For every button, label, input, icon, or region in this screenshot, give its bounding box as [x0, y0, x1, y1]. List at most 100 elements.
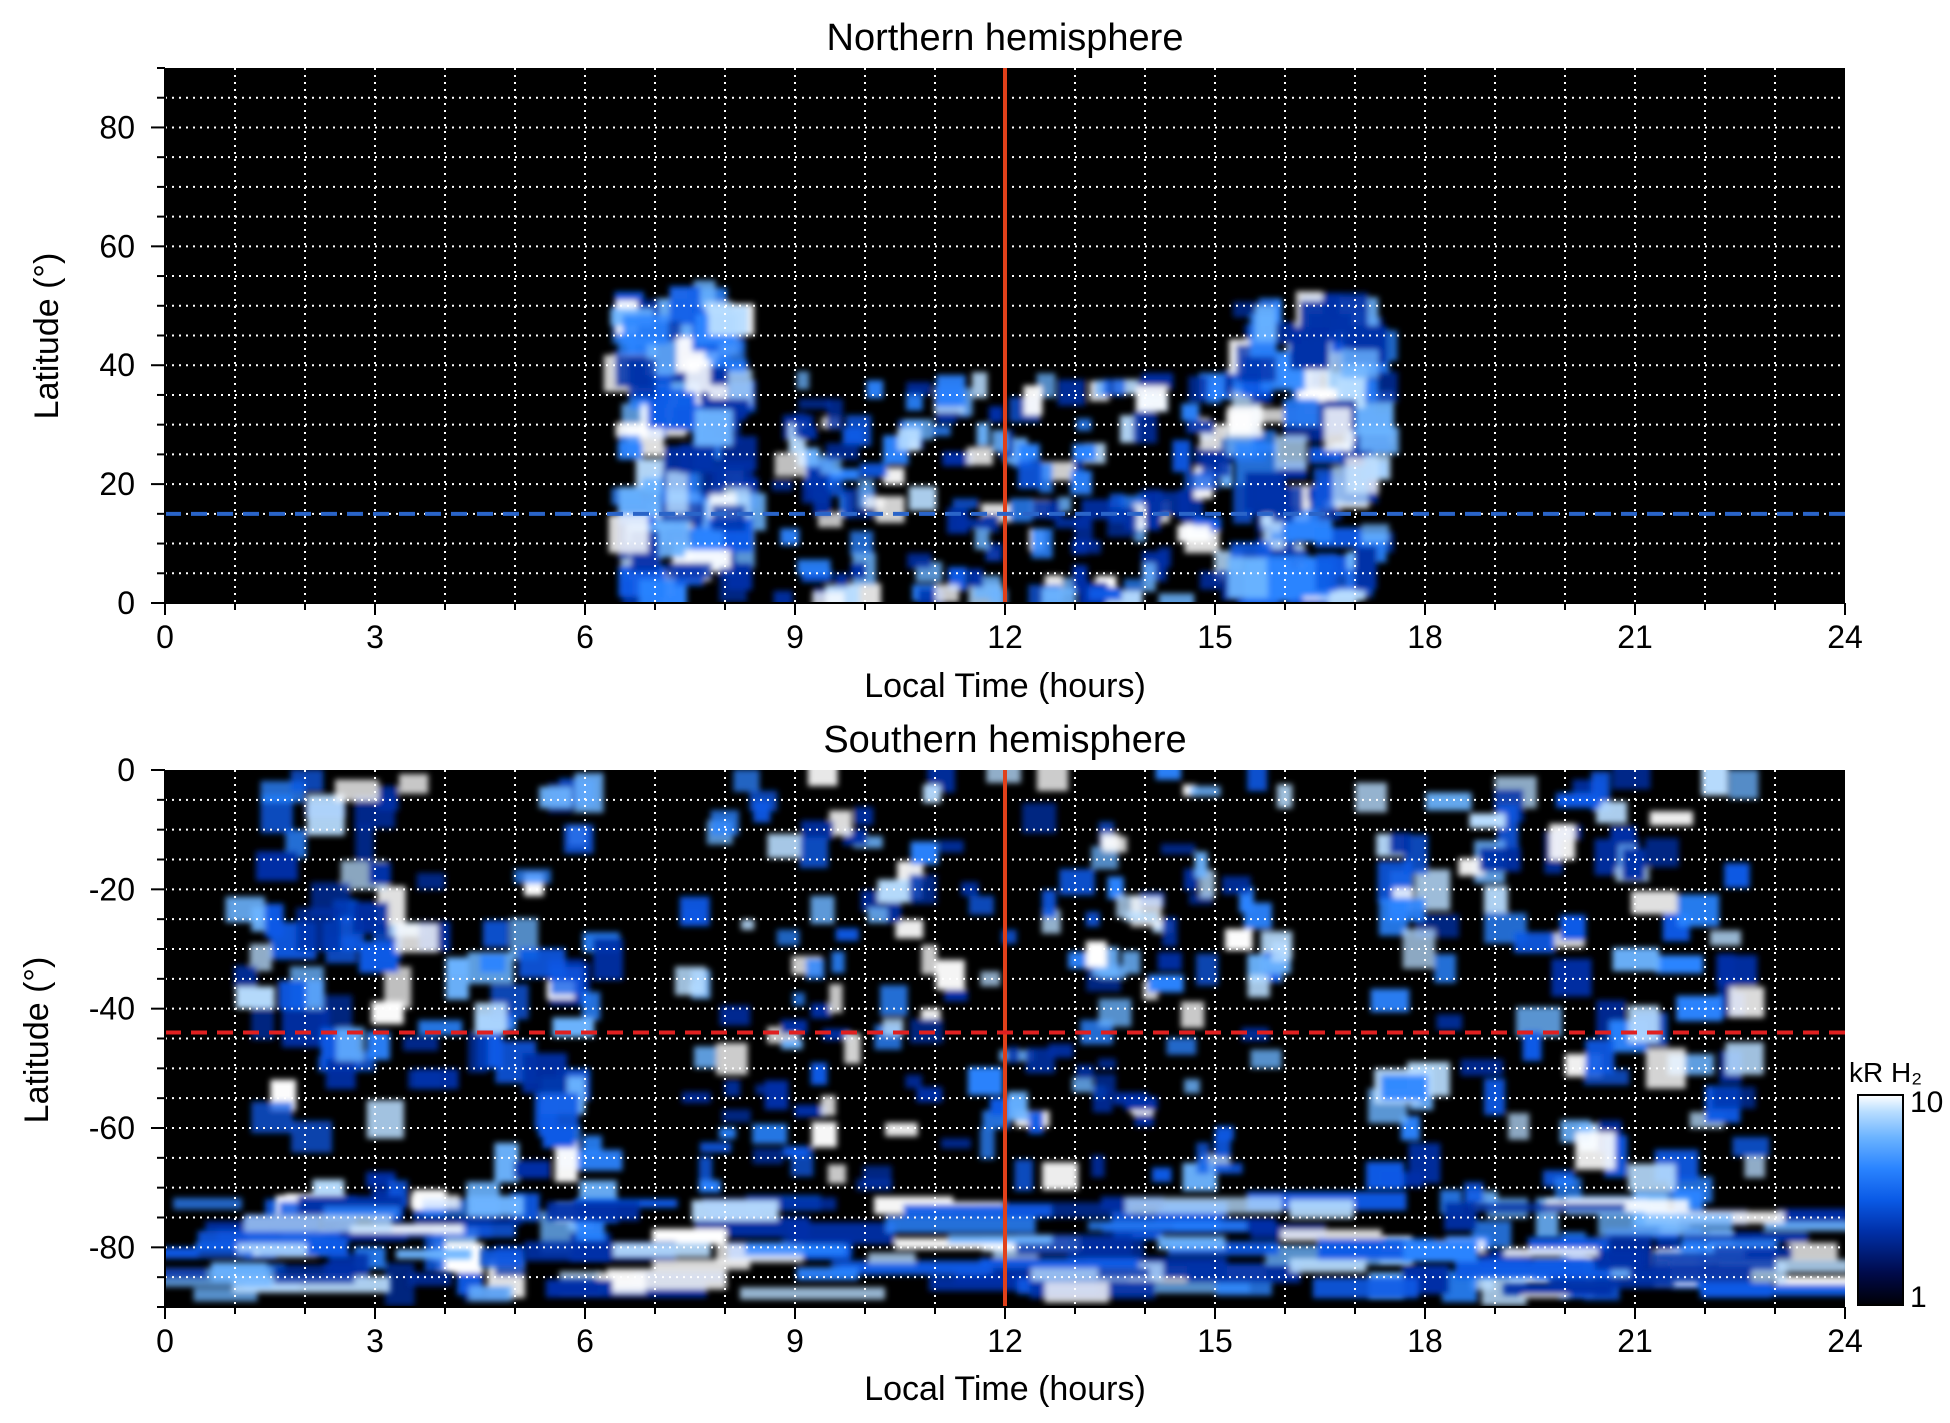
emission-cell: [1054, 517, 1090, 529]
emission-cell: [1177, 525, 1211, 542]
emission-cell: [1595, 1249, 1646, 1270]
emission-cell: [894, 1238, 1015, 1250]
emission-cell: [355, 824, 374, 862]
emission-cell: [1247, 770, 1268, 792]
emission-cell: [796, 371, 810, 390]
emission-cell: [980, 971, 1001, 987]
emission-cell: [1247, 974, 1270, 998]
emission-cell: [1684, 1232, 1805, 1243]
emission-cell: [652, 1228, 727, 1245]
emission-cell: [834, 573, 849, 587]
emission-cell: [468, 1031, 488, 1073]
emission-cell: [1226, 411, 1252, 434]
emission-cell: [371, 1001, 404, 1025]
emission-cell: [1255, 305, 1276, 341]
emission-cell: [1147, 974, 1184, 993]
emission-cell: [249, 943, 272, 971]
emission-cell: [771, 479, 793, 492]
emission-cell: [1098, 1267, 1150, 1279]
emission-cell: [932, 425, 951, 436]
emission-cell: [1017, 460, 1043, 489]
emission-cell: [1728, 770, 1759, 799]
emission-cell: [1271, 941, 1290, 962]
emission-cell: [842, 428, 864, 445]
emission-cell: [1366, 1161, 1405, 1190]
emission-cell: [290, 770, 324, 792]
emission-cell: [1276, 784, 1293, 809]
emission-cell: [1285, 520, 1333, 543]
emission-cell: [802, 480, 829, 504]
emission-cell: [1072, 565, 1088, 594]
emission-cell: [335, 779, 379, 802]
emission-cell: [1124, 911, 1158, 922]
emission-cell: [608, 514, 649, 553]
emission-cell: [1007, 1091, 1028, 1121]
emission-cell: [1354, 546, 1377, 590]
emission-cell: [1022, 803, 1057, 834]
emission-cell: [799, 837, 829, 868]
emission-cell: [244, 1214, 393, 1232]
north-x-axis-label: Local Time (hours): [864, 667, 1146, 705]
x-tick-label: 12: [987, 1323, 1023, 1359]
emission-cell: [1225, 928, 1253, 951]
emission-cell: [903, 1204, 1052, 1218]
emission-cell: [1403, 1240, 1478, 1262]
emission-cell: [675, 966, 706, 996]
emission-cell: [367, 1031, 390, 1060]
emission-cell: [666, 471, 688, 514]
emission-cell: [1649, 811, 1693, 826]
emission-cell: [719, 1127, 736, 1139]
emission-cell: [550, 966, 583, 995]
emission-cell: [1556, 792, 1601, 808]
emission-cell: [810, 1003, 832, 1019]
emission-cell: [947, 507, 969, 534]
south-y-axis-label: Latitude (°): [18, 957, 56, 1124]
emission-cell: [724, 1080, 741, 1097]
emission-cell: [877, 879, 913, 903]
emission-cell: [1091, 1155, 1105, 1178]
emission-cell: [1184, 1079, 1200, 1094]
emission-cell: [325, 1059, 356, 1089]
emission-cell: [1072, 443, 1096, 462]
emission-cell: [1646, 1048, 1686, 1089]
emission-cell: [1155, 770, 1181, 780]
emission-cell: [479, 954, 506, 973]
emission-cell: [1701, 770, 1729, 796]
emission-cell: [1023, 385, 1043, 416]
emission-cell: [1132, 411, 1158, 444]
emission-cell: [1194, 851, 1208, 878]
y-tick-label: -20: [89, 871, 135, 907]
emission-cell: [1739, 1284, 1845, 1297]
emission-cell: [1389, 832, 1411, 855]
emission-cell: [944, 989, 968, 1002]
emission-cell: [850, 562, 866, 579]
emission-cell: [817, 512, 843, 528]
emission-cell: [753, 800, 771, 823]
emission-cell: [1464, 1182, 1484, 1204]
emission-cell: [698, 1156, 713, 1187]
emission-cell: [1102, 379, 1126, 397]
emission-cell: [1597, 1213, 1733, 1236]
emission-cell: [719, 1005, 751, 1026]
emission-cell: [967, 1067, 1004, 1096]
emission-cell: [652, 1259, 750, 1270]
emission-cell: [1102, 836, 1127, 853]
emission-cell: [1007, 1046, 1020, 1063]
emission-cell: [411, 1195, 460, 1209]
emission-region: [225, 770, 624, 1306]
emission-cell: [1076, 1064, 1094, 1079]
emission-cell: [721, 1109, 751, 1123]
emission-cell: [1122, 950, 1141, 974]
emission-cell: [1094, 1074, 1116, 1093]
emission-cell: [514, 1160, 551, 1179]
y-tick-label: 60: [99, 228, 135, 264]
emission-cell: [1098, 998, 1132, 1027]
emission-region: [1221, 291, 1399, 603]
panel-south: Southern hemisphere 0 3 6 9 12 15 18 21 24 0 -20 -4…: [18, 719, 1863, 1408]
emission-cell: [799, 426, 818, 440]
emission-region: [771, 371, 1243, 603]
emission-cell: [710, 810, 739, 836]
emission-cell: [234, 965, 258, 989]
emission-cell: [1575, 1132, 1616, 1170]
emission-cell: [679, 444, 716, 474]
